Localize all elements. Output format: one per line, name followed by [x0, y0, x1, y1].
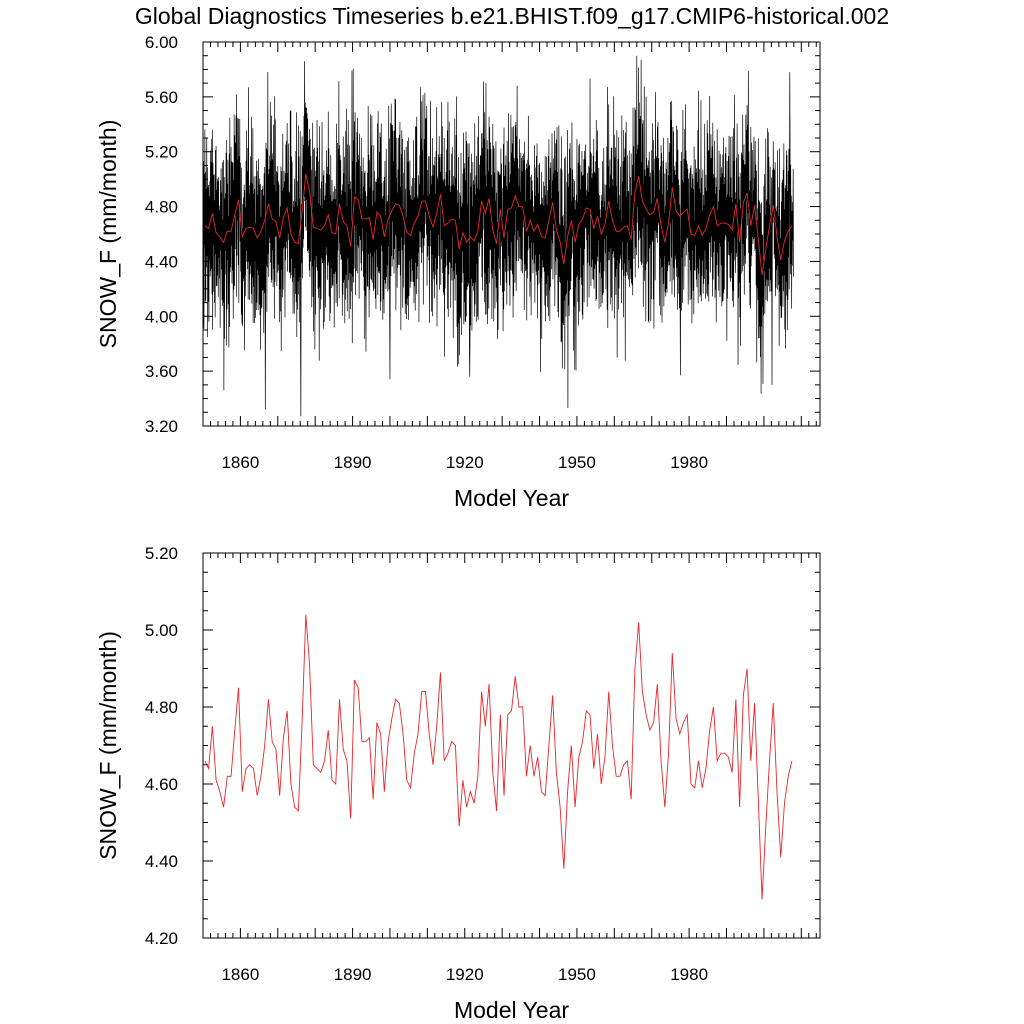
- x-tick-label: 1920: [446, 453, 484, 472]
- y-tick-label: 6.00: [145, 33, 178, 52]
- y-tick-label: 3.20: [145, 417, 178, 436]
- x-tick-label: 1950: [558, 453, 596, 472]
- x-tick-label: 1860: [221, 965, 259, 984]
- series-line-annual: [204, 614, 793, 900]
- plot-frame: [202, 552, 821, 939]
- x-tick-label: 1980: [670, 965, 708, 984]
- x-axis-label: Model Year: [454, 485, 569, 511]
- bottom-panel: 1860 1890 1920 1950 1980 4.20 4.40 4.60 4.80 5.00…: [95, 544, 821, 1023]
- y-axis-label: SNOW_F (mm/month): [95, 120, 121, 349]
- y-tick-label: 5.00: [145, 621, 178, 640]
- x-tick-label: 1860: [221, 453, 259, 472]
- y-tick-label: 4.20: [145, 929, 178, 948]
- x-tick-label: 1920: [446, 965, 484, 984]
- y-tick-label: 4.40: [145, 852, 178, 871]
- y-axis-label: SNOW_F (mm/month): [95, 631, 121, 860]
- y-tick-label: 4.80: [145, 698, 178, 717]
- figure-title: Global Diagnostics Timeseries b.e21.BHIS…: [135, 3, 889, 29]
- top-panel: 1860 1890 1920 1950 1980 3.20 3.60 4.00 4.40 4.80…: [95, 33, 821, 511]
- series-line-annual: [204, 173, 793, 276]
- x-tick-label: 1890: [334, 453, 372, 472]
- y-tick-label: 4.40: [145, 252, 178, 271]
- y-tick-label: 4.00: [145, 307, 178, 326]
- x-tick-label: 1890: [334, 965, 372, 984]
- x-tick-label: 1980: [670, 453, 708, 472]
- x-axis-label: Model Year: [454, 997, 569, 1023]
- y-tick-label: 4.60: [145, 775, 178, 794]
- y-tick-label: 4.80: [145, 198, 178, 217]
- y-tick-label: 5.60: [145, 88, 178, 107]
- series-line-monthly: [203, 55, 794, 417]
- y-tick-label: 5.20: [145, 143, 178, 162]
- x-tick-label: 1950: [558, 965, 596, 984]
- y-tick-label: 3.60: [145, 362, 178, 381]
- y-tick-label: 5.20: [145, 544, 178, 563]
